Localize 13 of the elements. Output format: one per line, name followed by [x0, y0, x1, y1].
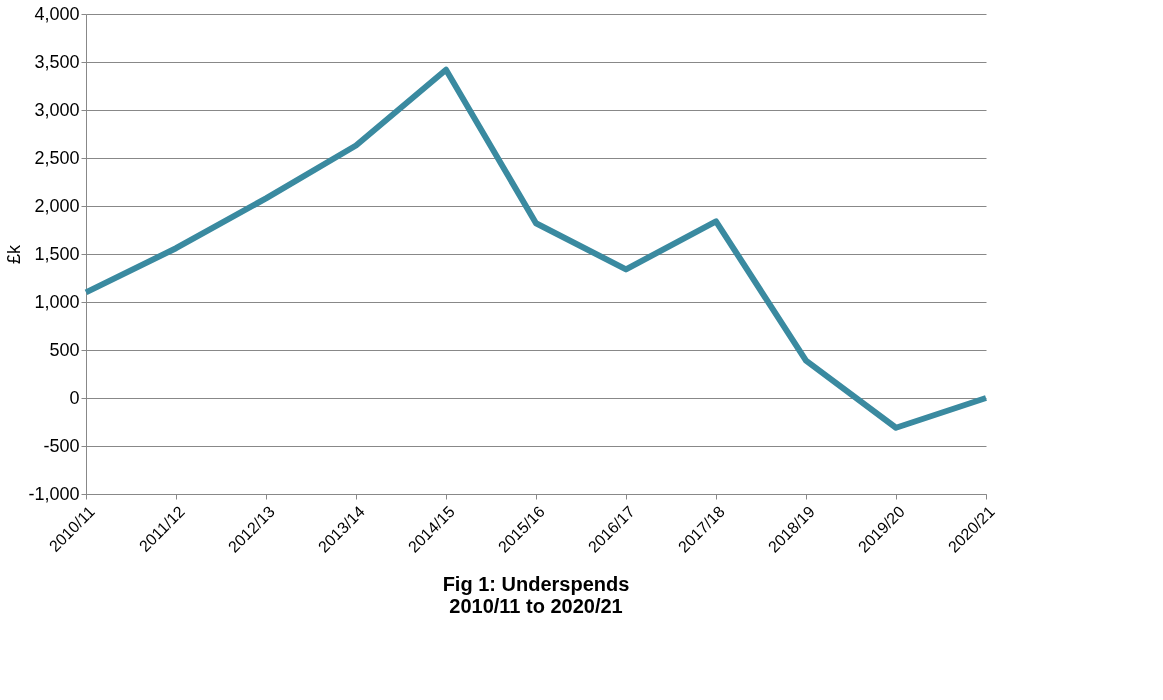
y-tick-label: 2,500	[34, 147, 80, 168]
y-tick-label: 500	[49, 339, 80, 360]
y-tick-label: 4,000	[34, 3, 80, 24]
text: Fig 1: Underspends 2010/11 to 2020/21	[442, 573, 630, 618]
y-tick-label: 3,500	[34, 51, 80, 72]
y-tick-label: 0	[69, 387, 80, 408]
y-tick-label: 3,000	[34, 99, 80, 120]
y-tick-label: -500	[43, 435, 80, 456]
y-axis-title: £k	[4, 244, 25, 265]
y-tick-label: 1,500	[34, 243, 80, 264]
y-tick-label: 2,000	[34, 195, 80, 216]
y-tick-label: 1,000	[34, 291, 80, 312]
y-tick-label: -1,000	[28, 483, 80, 504]
